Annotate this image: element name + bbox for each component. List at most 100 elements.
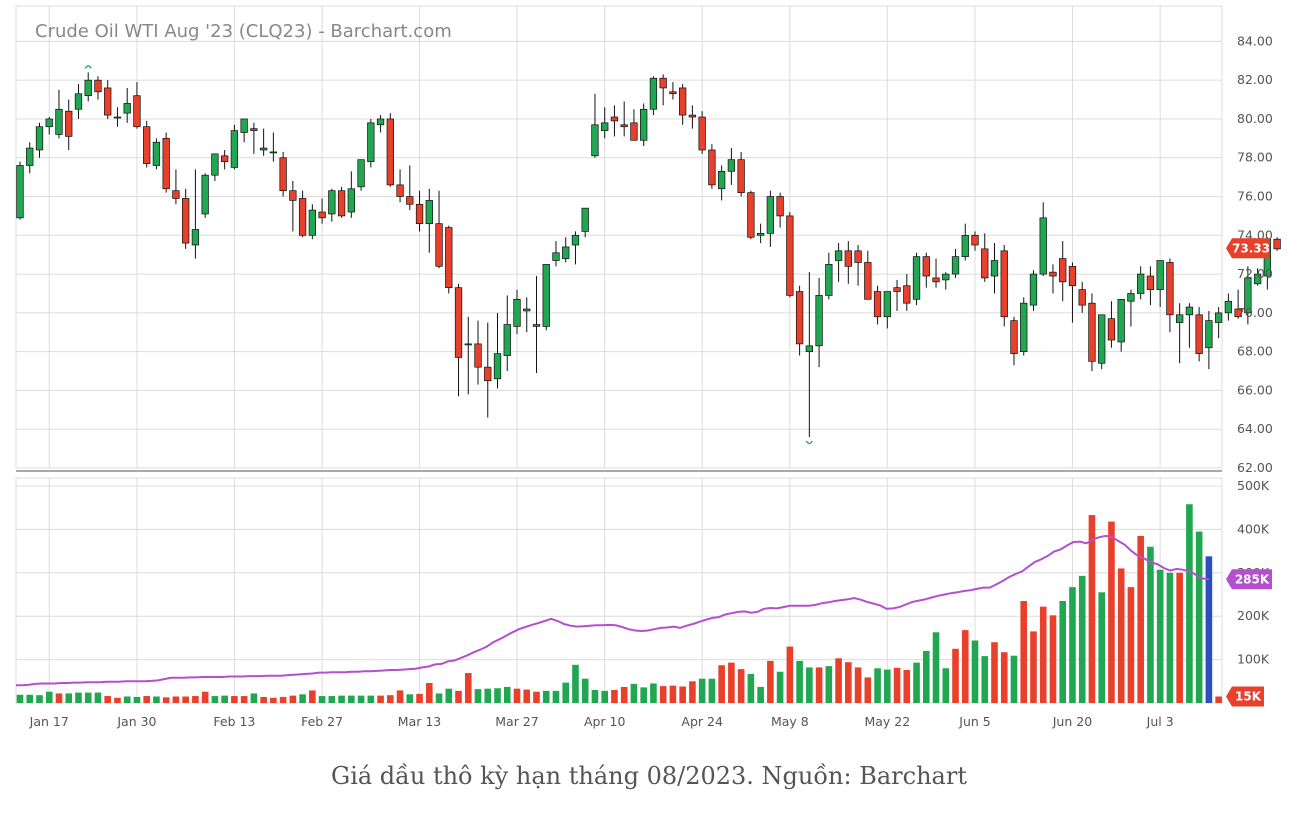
candle-body — [708, 149, 716, 186]
candle-body — [113, 116, 122, 119]
volume-bar — [367, 695, 375, 703]
last-volume-badge: 15K — [1235, 689, 1262, 703]
candle-body — [123, 103, 131, 114]
volume-bar — [620, 686, 628, 703]
caption: Giá dầu thô kỳ hạn tháng 08/2023. Nguồn:… — [331, 762, 967, 790]
volume-bar — [669, 685, 677, 703]
candle-body — [464, 343, 472, 346]
volume-tick-label: 200K — [1237, 608, 1270, 623]
candle-body — [152, 141, 161, 166]
candle-body — [825, 264, 833, 296]
volume-bar — [104, 696, 112, 703]
candle-body — [26, 147, 34, 166]
volume-bar — [416, 693, 423, 703]
candle-body — [143, 126, 151, 164]
volume-bar — [552, 690, 560, 703]
volume-bar — [348, 695, 355, 703]
volume-bar — [192, 696, 199, 703]
candle-body — [1146, 275, 1155, 290]
volume-bar — [952, 648, 959, 703]
volume-bar — [854, 667, 862, 703]
low-marker — [805, 440, 813, 445]
candle-body — [1010, 320, 1018, 354]
volume-bar — [815, 667, 823, 703]
candle-body — [766, 196, 775, 234]
candle-body — [795, 291, 804, 345]
volume-bar — [435, 693, 443, 703]
candle-body — [182, 198, 190, 244]
volume-bar — [221, 695, 228, 703]
volume-bar — [737, 669, 745, 703]
candle-body — [873, 291, 882, 318]
candle-body — [347, 188, 355, 213]
candle-body — [484, 366, 492, 382]
candle-body — [1176, 314, 1184, 323]
candle-body — [1117, 298, 1125, 343]
volume-bar — [55, 693, 63, 703]
volume-tick-label: 400K — [1237, 521, 1270, 536]
candle-body — [240, 118, 248, 133]
last-price-badge-bg — [1226, 238, 1270, 259]
volume-bar — [357, 695, 365, 703]
candle-body — [610, 116, 619, 122]
candle-body — [94, 79, 102, 93]
volume-bar — [123, 696, 131, 703]
candle-body — [717, 170, 726, 190]
candle-body — [435, 223, 443, 267]
candle-body — [737, 159, 745, 193]
volume-bar — [396, 690, 404, 703]
volume-bar — [309, 690, 316, 703]
candle-body — [1214, 312, 1223, 323]
volume-bar — [182, 696, 189, 703]
date-tick-label: Jun 20 — [1052, 714, 1092, 729]
axis-labels: 84.0082.0080.0078.0076.0074.0072.0070.00… — [29, 33, 1273, 729]
candle-body — [328, 190, 336, 215]
volume-bar — [523, 689, 531, 703]
candle-body — [698, 116, 706, 151]
volume-bar — [698, 678, 706, 703]
volume-tick-label: 500K — [1237, 478, 1270, 493]
price-tick-label: 64.00 — [1237, 421, 1273, 436]
volume-bar — [728, 662, 735, 703]
volume-bar — [1039, 606, 1047, 703]
candle-body — [298, 198, 307, 236]
volume-bar — [981, 656, 989, 703]
candle-body — [65, 110, 73, 137]
volume-bar — [1137, 535, 1144, 703]
volume-bar — [845, 662, 852, 703]
volume-bar — [455, 690, 462, 703]
candle-body — [259, 147, 268, 151]
date-tick-label: Jul 3 — [1146, 714, 1174, 729]
volume-bar — [1147, 546, 1154, 703]
candle-body — [932, 277, 940, 283]
price-tick-label: 68.00 — [1237, 344, 1273, 359]
volume-bar — [679, 686, 686, 703]
volume-bar — [513, 688, 521, 703]
candle-body — [337, 190, 346, 217]
candle-body — [1098, 314, 1106, 364]
candle-body — [620, 124, 628, 128]
volume-bar — [806, 667, 813, 703]
candle-body — [649, 77, 658, 110]
candle-body — [230, 130, 239, 168]
volume-bar — [903, 670, 911, 703]
volume-bar — [1195, 531, 1203, 703]
candle-body — [250, 128, 258, 131]
candle-body — [591, 124, 599, 157]
price-tick-label: 84.00 — [1237, 33, 1273, 48]
candle-body — [445, 227, 453, 289]
candle-body — [552, 252, 560, 261]
volume-bar — [289, 695, 297, 703]
candle-body — [1107, 318, 1116, 341]
volume-bar — [1059, 601, 1067, 703]
volume-bar — [874, 668, 881, 703]
candle-body — [318, 211, 326, 219]
volume-bar — [484, 688, 492, 703]
last-volume-badge-bg — [1226, 686, 1264, 707]
volume-bar — [611, 689, 618, 703]
candle-body — [1205, 320, 1213, 349]
candle-body — [581, 207, 589, 232]
candle-body — [1039, 217, 1047, 275]
candle-body — [805, 345, 813, 353]
volume-bar — [65, 693, 73, 703]
